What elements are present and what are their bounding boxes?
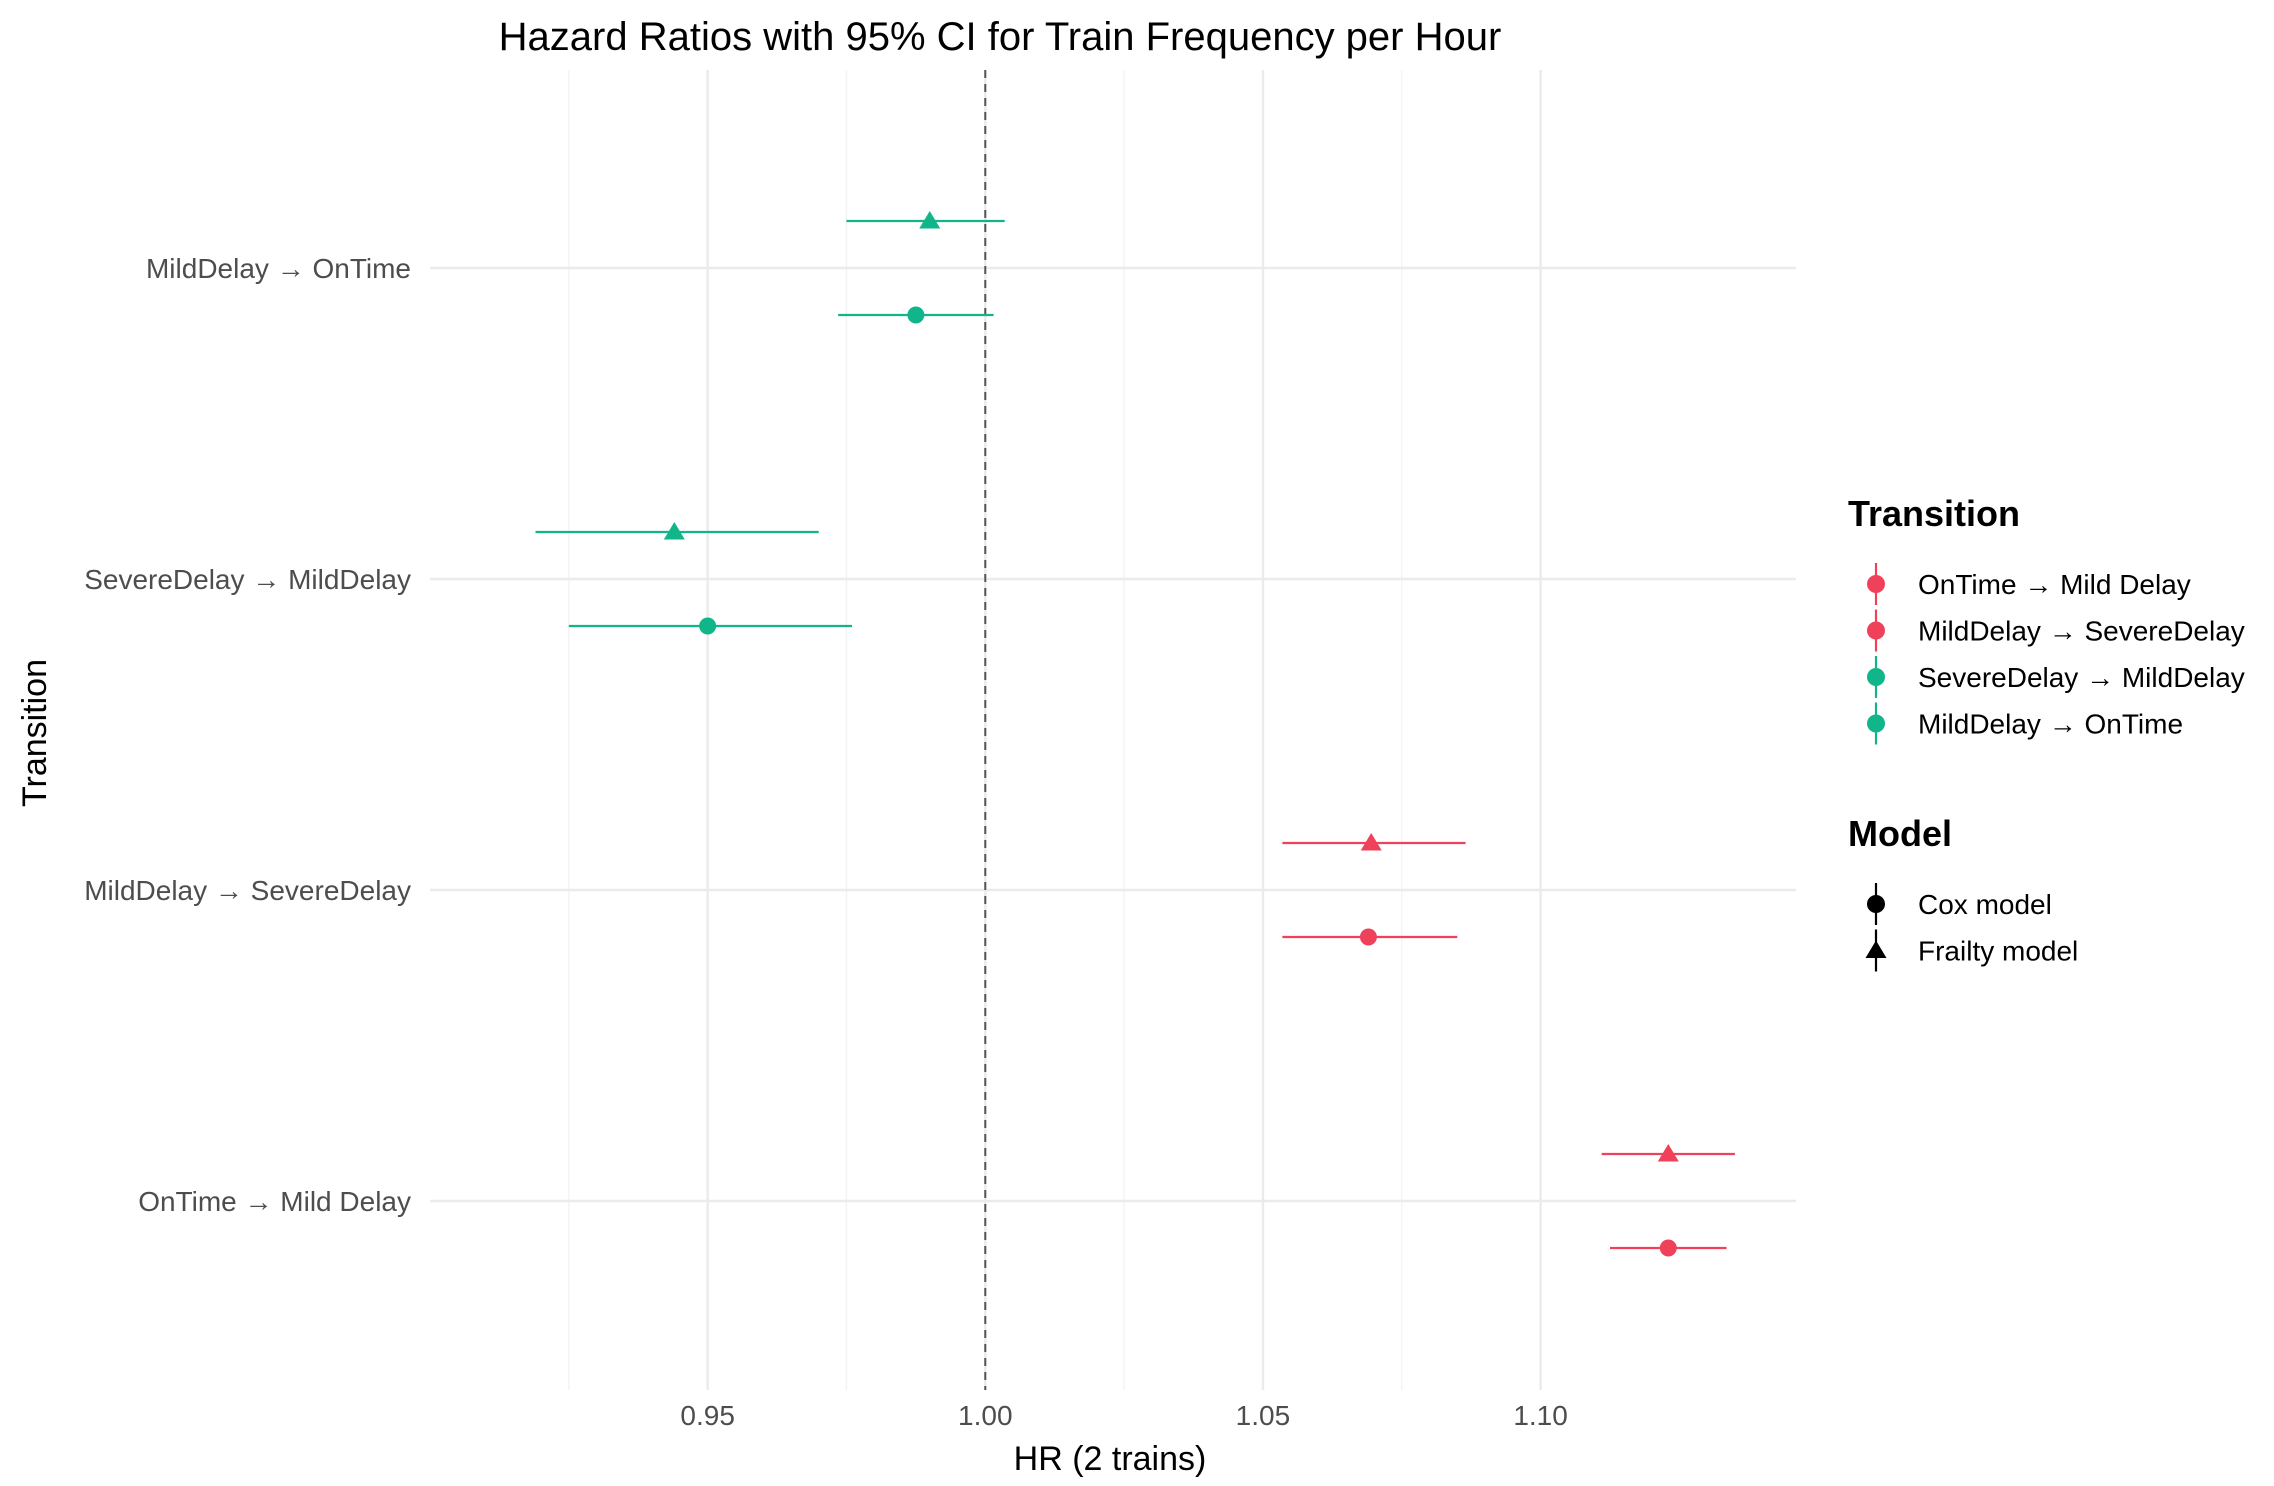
legend-transition-label: SevereDelay → MildDelay [1918, 662, 2245, 693]
point-cox-circle [699, 617, 717, 635]
y-tick-label: MildDelay → SevereDelay [84, 875, 411, 906]
legend-model-label: Cox model [1918, 889, 2052, 920]
legend-key-circle [1867, 895, 1885, 913]
legend-key-point [1867, 621, 1885, 640]
x-axis-tick-labels: 0.95 1.00 1.05 1.10 [680, 1400, 1567, 1431]
y-axis-title: Transition [16, 659, 54, 807]
legend-transition-label: MildDelay → SevereDelay [1918, 616, 2245, 647]
legend-model-label: Frailty model [1918, 936, 2078, 967]
legend-key-point [1867, 575, 1885, 593]
point-frailty-triangle [663, 522, 685, 540]
legend-transition-label: OnTime → Mild Delay [1918, 569, 2191, 600]
x-tick-label: 1.05 [1236, 1400, 1291, 1431]
chart-title: Hazard Ratios with 95% CI for Train Freq… [499, 15, 1502, 59]
y-axis-tick-labels: MildDelay → OnTime SevereDelay → MildDela… [84, 253, 411, 1217]
x-axis-title: HR (2 trains) [1014, 1440, 1207, 1478]
data-marks [535, 211, 1735, 1257]
grid-layer [430, 70, 1796, 1390]
point-frailty-triangle [1657, 1144, 1679, 1162]
legend-model-title: Model [1848, 813, 1952, 854]
legend-key-point [1867, 714, 1885, 733]
x-tick-label: 1.00 [958, 1400, 1013, 1431]
legend-key-point [1867, 668, 1885, 686]
legend: Transition Model OnTime → Mild Delay Mild… [1848, 493, 2245, 972]
y-tick-label: MildDelay → OnTime [146, 253, 411, 284]
y-tick-label: OnTime → Mild Delay [138, 1186, 411, 1217]
point-cox-circle [907, 306, 925, 324]
point-frailty-triangle [919, 211, 941, 229]
legend-key-triangle [1865, 940, 1887, 958]
legend-transition-title: Transition [1848, 493, 2020, 534]
y-tick-label: SevereDelay → MildDelay [84, 564, 411, 595]
point-cox-circle [1659, 1239, 1677, 1257]
point-cox-circle [1359, 928, 1377, 946]
x-tick-label: 1.10 [1513, 1400, 1568, 1431]
point-frailty-triangle [1360, 833, 1382, 851]
x-tick-label: 0.95 [680, 1400, 735, 1431]
legend-transition-label: MildDelay → OnTime [1918, 709, 2183, 740]
